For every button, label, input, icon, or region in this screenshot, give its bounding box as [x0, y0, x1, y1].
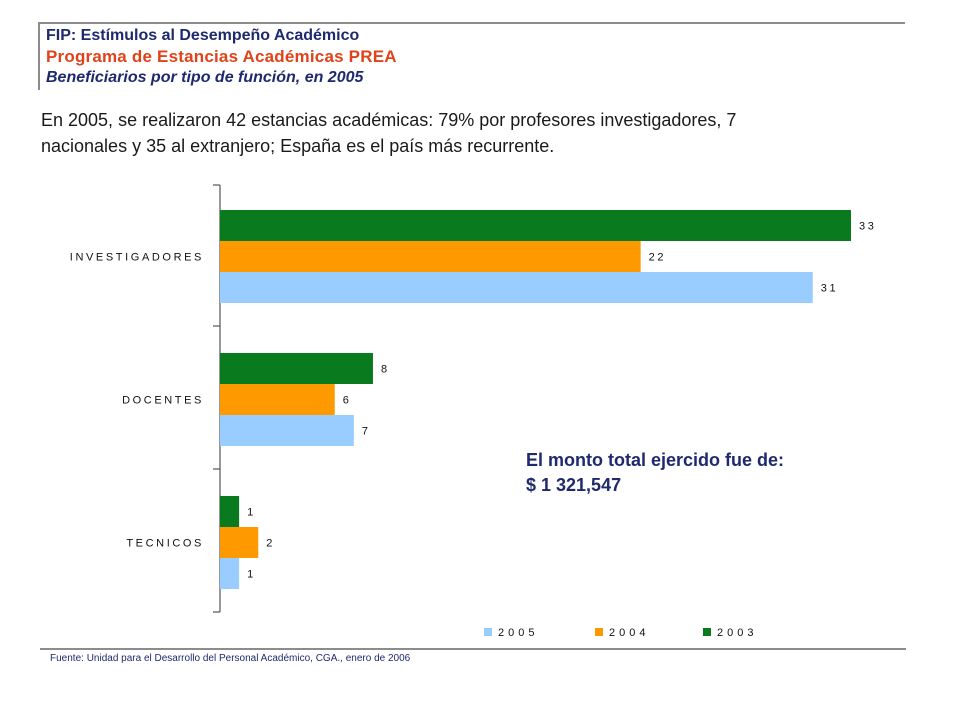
bar-docentes-2004	[220, 384, 335, 415]
summary-line-1: En 2005, se realizaron 42 estancias acad…	[41, 110, 737, 130]
bar-docentes-2003	[220, 353, 373, 384]
header-frame-left	[38, 22, 40, 90]
monto-label: El monto total ejercido fue de:	[526, 450, 785, 470]
bar-tecnicos-2004	[220, 527, 259, 558]
summary-text: En 2005, se realizaron 42 estancias acad…	[41, 107, 901, 159]
data-label-docentes-2004: 6	[343, 395, 352, 407]
bar-docentes-2005	[220, 415, 354, 446]
legend-swatch-2004	[595, 628, 603, 636]
bar-investigadores-2004	[220, 241, 641, 272]
source-note: Fuente: Unidad para el Desarrollo del Pe…	[50, 653, 411, 664]
legend-swatch-2005	[484, 628, 492, 636]
legend-label-2004: 2004	[609, 627, 649, 639]
monto-value: $ 1 321,547	[526, 475, 622, 495]
data-label-docentes-2005: 7	[362, 426, 371, 438]
summary-line-2: nacionales y 35 al extranjero; España es…	[41, 136, 555, 156]
data-label-investigadores-2003: 33	[859, 221, 876, 233]
legend-label-2003: 2003	[717, 627, 757, 639]
legend-swatch-2003	[703, 628, 711, 636]
bar-investigadores-2005	[220, 272, 813, 303]
data-label-docentes-2003: 8	[381, 364, 390, 376]
bar-tecnicos-2003	[220, 496, 240, 527]
header-title: FIP: Estímulos al Desempeño Académico	[46, 27, 360, 44]
legend-label-2005: 2005	[498, 627, 538, 639]
category-label-docentes: DOCENTES	[122, 395, 204, 407]
category-label-tecnicos: TECNICOS	[126, 538, 204, 550]
header-subtitle: Beneficiarios por tipo de función, en 20…	[46, 69, 364, 86]
data-label-investigadores-2004: 22	[649, 252, 666, 264]
monto-box: El monto total ejercido fue de: $ 1 321,…	[526, 448, 784, 498]
header-frame-top	[38, 22, 905, 24]
data-label-tecnicos-2003: 1	[247, 507, 256, 519]
data-label-tecnicos-2005: 1	[247, 569, 256, 581]
footer-divider	[40, 648, 906, 650]
header: FIP: Estímulos al Desempeño Académico Pr…	[46, 26, 397, 88]
category-label-investigadores: INVESTIGADORES	[70, 252, 204, 264]
data-label-investigadores-2005: 31	[821, 283, 838, 295]
data-label-tecnicos-2004: 2	[266, 538, 275, 550]
bar-tecnicos-2005	[220, 558, 240, 589]
bar-investigadores-2003	[220, 210, 851, 241]
header-program: Programa de Estancias Académicas PREA	[46, 47, 397, 66]
